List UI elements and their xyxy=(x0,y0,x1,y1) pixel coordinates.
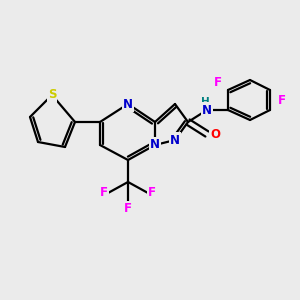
Text: F: F xyxy=(214,76,222,88)
Text: F: F xyxy=(278,94,286,106)
Text: O: O xyxy=(210,128,220,140)
Text: N: N xyxy=(150,139,160,152)
Text: H: H xyxy=(201,97,209,107)
Text: N: N xyxy=(123,98,133,110)
Text: F: F xyxy=(148,187,156,200)
Text: F: F xyxy=(100,187,108,200)
Text: N: N xyxy=(170,134,180,146)
Text: S: S xyxy=(48,88,56,101)
Text: F: F xyxy=(124,202,132,215)
Text: N: N xyxy=(202,103,212,116)
